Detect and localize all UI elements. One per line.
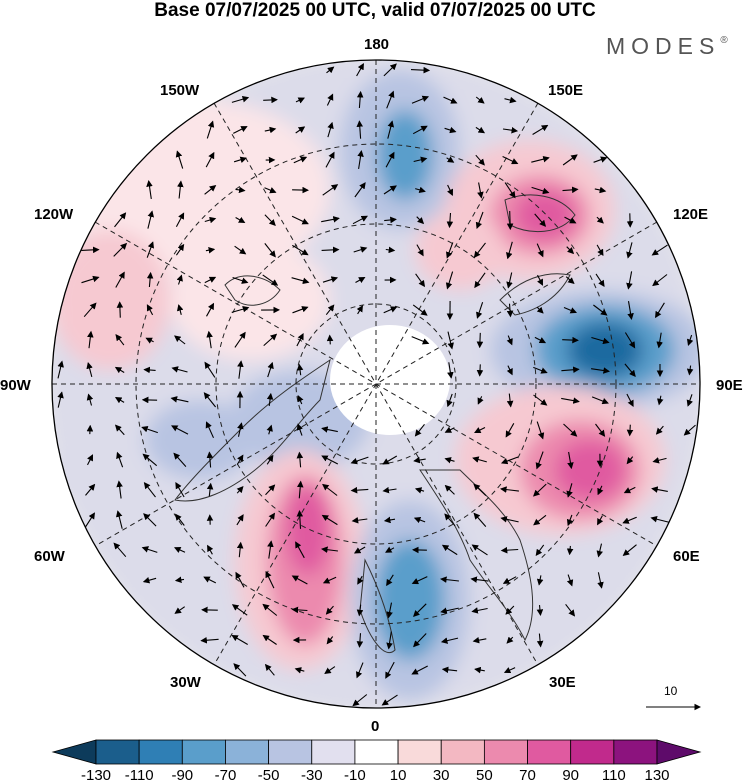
colorbar-tick-label: 110 — [602, 767, 626, 784]
lon-label-60w: 60W — [34, 548, 65, 566]
wind-vector-arrow — [510, 211, 511, 229]
colorbar-tick-label: -10 — [344, 767, 366, 784]
polar-cap — [330, 325, 450, 435]
wind-vector-arrow — [630, 425, 631, 436]
anomaly-patch — [375, 540, 445, 660]
lon-label-90e: 90E — [716, 377, 743, 395]
lon-label-150w: 150W — [160, 82, 199, 100]
colorbar-swatch — [441, 740, 484, 764]
anomaly-patch — [515, 190, 575, 240]
colorbar-swatch — [269, 740, 312, 764]
anomaly-patch — [555, 440, 625, 500]
colorbar-swatch — [139, 740, 182, 764]
lon-label-120w: 120W — [34, 206, 73, 224]
anomaly-patch — [377, 110, 433, 200]
wind-vector-arrow — [562, 340, 578, 341]
colorbar-swatch — [225, 740, 268, 764]
anomaly-patch — [415, 210, 505, 290]
wind-vector-arrow — [120, 302, 121, 317]
lon-label-60e: 60E — [673, 548, 700, 566]
colorbar-tick-label: 50 — [476, 767, 493, 784]
colorbar-swatch — [571, 740, 614, 764]
colorbar-tick-label: -130 — [81, 767, 111, 784]
colorbar-tick-label: -30 — [301, 767, 323, 784]
lon-label-120e: 120E — [673, 206, 708, 224]
colorbar-swatch — [528, 740, 571, 764]
wind-vector-arrow — [330, 336, 331, 345]
lon-label-30e: 30E — [549, 674, 576, 692]
colorbar-tick-label: 10 — [390, 767, 407, 784]
colorbar-tick-label: 70 — [519, 767, 536, 784]
colorbar-tick-label: -90 — [171, 767, 193, 784]
anomaly-patch — [145, 400, 255, 480]
colorbar-tick-label: 130 — [644, 767, 669, 784]
lon-label-150e: 150E — [548, 82, 583, 100]
colorbar-tick-label: -70 — [215, 767, 237, 784]
anomaly-patch — [170, 240, 330, 360]
colorbar-tick-label: -50 — [258, 767, 280, 784]
lon-label-30w: 30W — [170, 674, 201, 692]
map-disc — [40, 50, 720, 730]
wind-vector-arrow — [480, 364, 481, 375]
colorbar-tick-label: -110 — [125, 767, 154, 784]
colorbar-swatch — [398, 740, 441, 764]
lon-label-180: 180 — [364, 36, 389, 54]
reference-vector-label: 10 — [664, 684, 677, 698]
anomaly-patch — [50, 230, 170, 370]
colorbar-tick-label: 90 — [562, 767, 579, 784]
colorbar-tick-label: 30 — [433, 767, 450, 784]
colorbar-swatch — [312, 740, 355, 764]
anomaly-patch — [286, 485, 330, 575]
colorbar-swatch — [614, 740, 657, 764]
colorbar — [53, 740, 700, 764]
colorbar-swatch — [96, 740, 139, 764]
colorbar-swatch — [484, 740, 527, 764]
lon-label-90w: 90W — [0, 377, 31, 395]
colorbar-swatch — [355, 740, 398, 764]
colorbar-arrow-low — [53, 740, 96, 764]
wind-vector-arrow — [263, 100, 277, 101]
colorbar-arrow-high — [657, 740, 700, 764]
wind-vector-arrow — [480, 333, 481, 347]
colorbar-swatch — [182, 740, 225, 764]
lon-label-0: 0 — [371, 718, 379, 736]
